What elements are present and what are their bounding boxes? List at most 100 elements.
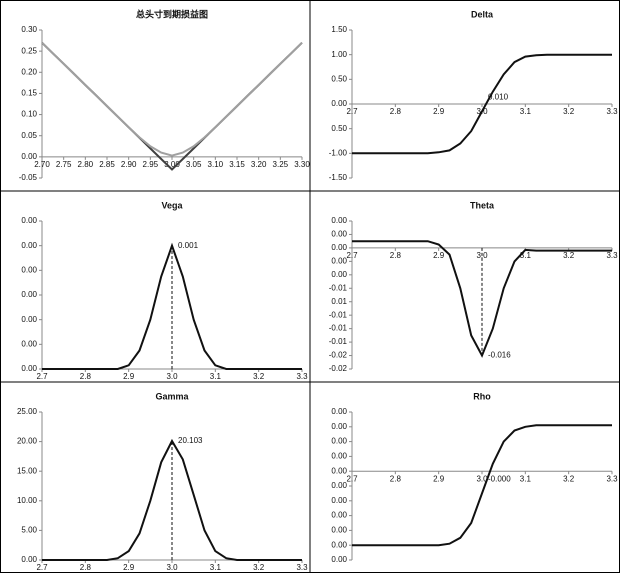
x-tick-label: 2.7 (346, 474, 358, 483)
y-tick-label: 0.20 (21, 67, 37, 76)
x-tick-label: 2.8 (80, 563, 92, 572)
y-tick-label: 0.00 (21, 290, 37, 299)
chart-title: Delta (471, 9, 494, 19)
y-tick-label: 0.00 (331, 256, 347, 265)
x-tick-label: 3.1 (210, 563, 222, 572)
chart-title: Gamma (155, 391, 189, 401)
x-tick-label: 3.3 (606, 251, 618, 260)
annotation: 0.001 (178, 241, 199, 250)
x-tick-label: 3.20 (251, 160, 267, 169)
y-tick-label: -1.00 (329, 148, 348, 157)
x-tick-label: 3.3 (606, 107, 618, 116)
x-tick-label: 3.0 (476, 474, 488, 483)
y-tick-label: 1.50 (331, 25, 347, 34)
y-tick-label: 0.00 (331, 511, 347, 520)
y-tick-label: 0.00 (21, 555, 37, 564)
series-line (42, 242, 302, 370)
y-tick-label: 5.00 (21, 526, 37, 535)
series-line (352, 53, 612, 155)
y-tick-label: 0.05 (21, 131, 37, 140)
annotation: 20.103 (178, 436, 203, 445)
x-tick-label: 3.0 (166, 372, 178, 381)
y-tick-label: -0.02 (329, 351, 348, 360)
x-tick-label: 2.80 (78, 160, 94, 169)
chart-title: 总头寸到期损益图 (136, 8, 208, 19)
y-tick-label: 0.00 (21, 315, 37, 324)
x-tick-label: 2.8 (390, 474, 402, 483)
y-tick-label: 10.00 (17, 496, 38, 505)
x-tick-label: 3.05 (186, 160, 202, 169)
x-tick-label: 3.30 (294, 160, 310, 169)
series-line (41, 41, 303, 171)
chart-title: Rho (473, 391, 491, 401)
y-tick-label: 0.00 (331, 481, 347, 490)
y-tick-label: 0.00 (331, 243, 347, 252)
y-tick-label: 0.00 (331, 555, 347, 564)
y-tick-label: 0.50 (331, 74, 347, 83)
y-tick-label: 0.50 (331, 124, 347, 133)
x-tick-label: 3.1 (210, 372, 222, 381)
chart-panel: Theta 0.00 0.00 0.00 0.00 0.00 -0.01 0.01 -0.01 -… (329, 200, 618, 373)
y-tick-label: 25.00 (17, 407, 38, 416)
y-tick-label: 0.00 (21, 216, 37, 225)
y-tick-label: -0.01 (329, 337, 348, 346)
y-tick-label: 0.00 (331, 452, 347, 461)
y-tick-label: 0.00 (21, 364, 37, 373)
x-tick-label: 3.3 (606, 474, 618, 483)
annotation: -0.000 (488, 475, 511, 484)
x-tick-label: 3.0 (166, 563, 178, 572)
x-tick-label: 3.15 (229, 160, 245, 169)
y-tick-label: 0.00 (331, 422, 347, 431)
x-tick-label: 3.2 (253, 372, 265, 381)
x-tick-label: 2.8 (80, 372, 92, 381)
y-tick-label: -1.50 (329, 173, 348, 182)
x-tick-label: 3.10 (208, 160, 224, 169)
y-tick-label: 0.00 (21, 339, 37, 348)
y-tick-label: 0.00 (331, 526, 347, 535)
y-tick-label: 0.00 (21, 241, 37, 250)
series-line (352, 424, 612, 547)
x-tick-label: 2.9 (123, 563, 135, 572)
chart-title: Vega (161, 200, 183, 210)
x-tick-label: 3.2 (563, 107, 575, 116)
x-tick-label: 2.75 (56, 160, 72, 169)
y-tick-label: -0.02 (329, 364, 348, 373)
x-tick-label: 2.70 (34, 160, 50, 169)
y-tick-label: 0.15 (21, 89, 37, 98)
x-tick-label: 3.1 (520, 251, 532, 260)
y-tick-label: 0.00 (331, 540, 347, 549)
y-tick-label: 20.00 (17, 437, 38, 446)
y-tick-label: 0.25 (21, 46, 37, 55)
y-tick-label: 0.30 (21, 25, 37, 34)
x-tick-label: 2.90 (121, 160, 137, 169)
y-tick-label: 0.00 (331, 466, 347, 475)
x-tick-label: 2.9 (433, 107, 445, 116)
y-tick-label: 0.00 (331, 407, 347, 416)
x-tick-label: 3.2 (563, 474, 575, 483)
y-tick-label: 0.00 (331, 437, 347, 446)
y-tick-label: 0.10 (21, 110, 37, 119)
x-tick-label: 2.7 (346, 251, 358, 260)
y-tick-label: 0.00 (331, 216, 347, 225)
x-tick-label: 3.1 (520, 107, 532, 116)
y-tick-label: 1.00 (331, 50, 347, 59)
x-tick-label: 3.25 (273, 160, 289, 169)
x-tick-label: 3.2 (253, 563, 265, 572)
chart-panel: Gamma 0.00 5.00 10.00 15.00 20.00 25.00 2.7 2.8 2… (17, 391, 308, 572)
annotation: 0.010 (488, 93, 509, 102)
x-tick-label: 2.7 (36, 563, 48, 572)
chart-panel: Delta -1.50 -1.00 0.50 0.00 0.50 1.00 1.50 2.7 2.… (329, 9, 618, 182)
x-tick-label: 2.7 (346, 107, 358, 116)
y-tick-label: -0.01 (329, 324, 348, 333)
y-tick-label: 0.00 (331, 496, 347, 505)
y-tick-label: 0.00 (21, 265, 37, 274)
y-tick-label: 15.00 (17, 466, 38, 475)
x-tick-label: 3.00 (164, 160, 180, 169)
y-tick-label: 0.00 (331, 270, 347, 279)
y-tick-label: 0.00 (331, 230, 347, 239)
x-tick-label: 2.8 (390, 251, 402, 260)
x-tick-label: 2.95 (143, 160, 159, 169)
x-tick-label: 2.85 (99, 160, 115, 169)
y-tick-label: 0.00 (331, 99, 347, 108)
